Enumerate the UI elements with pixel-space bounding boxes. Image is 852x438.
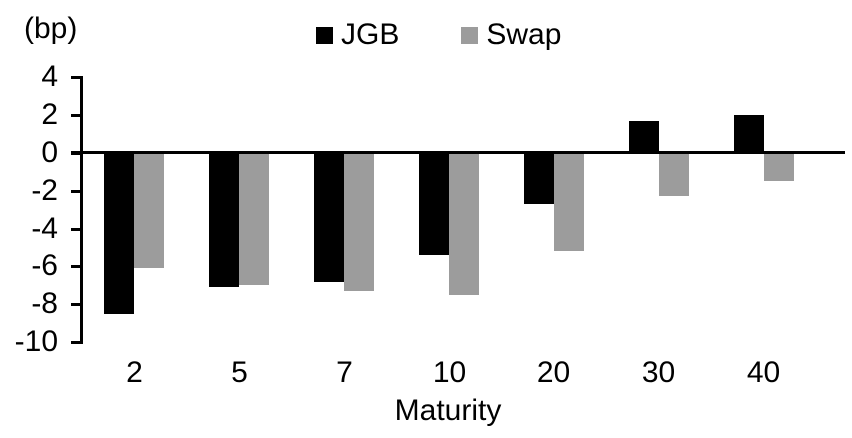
y-tick-label: -6	[31, 249, 58, 282]
x-tick-label: 7	[336, 356, 353, 389]
y-tick-label: 2	[41, 98, 58, 131]
legend-label-jgb: JGB	[341, 18, 400, 51]
y-tick-mark	[71, 341, 80, 344]
bar-jgb-2	[104, 153, 134, 314]
legend-label-swap: Swap	[486, 18, 562, 51]
y-tick-mark	[71, 265, 80, 268]
x-tick-label: 20	[536, 356, 571, 389]
bar-swap-7	[344, 153, 374, 291]
bar-jgb-10	[419, 153, 449, 255]
x-tick-label: 40	[746, 356, 781, 389]
y-tick-label: -4	[31, 212, 58, 245]
bar-jgb-7	[314, 153, 344, 282]
legend-item-jgb: JGB	[316, 20, 399, 50]
y-tick-mark	[71, 114, 80, 117]
y-tick-mark	[71, 76, 80, 79]
y-tick-label: -8	[31, 287, 58, 320]
bar-swap-20	[554, 153, 584, 251]
bar-jgb-30	[629, 121, 659, 153]
legend-swatch-jgb-icon	[316, 26, 333, 44]
y-tick-mark	[71, 190, 80, 193]
bar-swap-30	[659, 153, 689, 196]
x-axis-zero-line	[71, 151, 845, 154]
legend-item-swap: Swap	[461, 20, 561, 50]
y-tick-label: 0	[41, 136, 58, 169]
x-axis-title: Maturity	[394, 394, 502, 427]
x-tick-label: 10	[432, 356, 467, 389]
x-tick-label: 2	[126, 356, 143, 389]
bar-swap-10	[449, 153, 479, 295]
bar-swap-2	[134, 153, 164, 268]
y-axis-line	[80, 76, 83, 344]
x-tick-label: 5	[231, 356, 248, 389]
bar-swap-5	[239, 153, 269, 285]
bar-jgb-5	[209, 153, 239, 287]
y-tick-mark	[71, 228, 80, 231]
legend-swatch-swap-icon	[461, 26, 479, 44]
bar-swap-40	[764, 153, 794, 181]
bar-jgb-20	[524, 153, 554, 204]
y-tick-label: 4	[41, 60, 58, 93]
y-axis-unit-label: (bp)	[24, 12, 78, 45]
legend: JGB Swap	[316, 20, 561, 50]
y-tick-label: -2	[31, 174, 58, 207]
bar-jgb-40	[734, 115, 764, 153]
x-tick-label: 30	[641, 356, 676, 389]
y-tick-label: -10	[14, 325, 58, 358]
y-tick-mark	[71, 303, 80, 306]
